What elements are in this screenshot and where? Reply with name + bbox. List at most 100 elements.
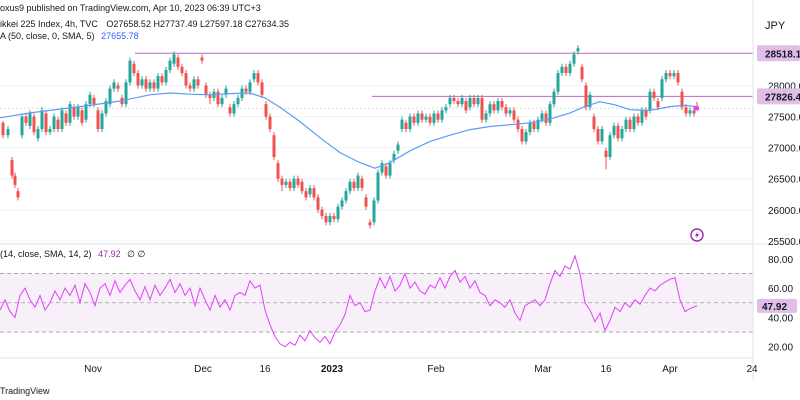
- candle-body: [56, 119, 60, 130]
- symbol-title: ikkei 225 Index, 4h, TVC: [0, 19, 98, 29]
- candle-body: [288, 181, 292, 189]
- price-tag-bg: [757, 45, 800, 62]
- price-tick-label: 26500.00: [768, 175, 800, 186]
- candle-body: [472, 97, 476, 105]
- candle-body: [156, 76, 160, 89]
- candle-body: [48, 129, 52, 133]
- symbol-legend[interactable]: ikkei 225 Index, 4h, TVC O27658.52 H2773…: [0, 19, 289, 29]
- ma-label: A (50, close, 0, SMA, 5): [0, 31, 95, 41]
- candle-body: [316, 197, 320, 210]
- candle-body: [568, 63, 572, 74]
- horizontal-levels: [0, 52, 753, 109]
- candle-body: [268, 116, 272, 130]
- candle-body: [52, 116, 56, 130]
- candle-body: [536, 119, 540, 130]
- tradingview-footer[interactable]: TradingView: [0, 386, 50, 396]
- candle-body: [444, 107, 448, 111]
- lightning-icon[interactable]: [690, 228, 704, 242]
- candle-body: [464, 101, 468, 111]
- candle-body: [496, 101, 500, 111]
- candle-body: [424, 116, 428, 120]
- candle-body: [256, 73, 260, 83]
- candle-body: [176, 57, 180, 67]
- candle-body: [348, 181, 352, 192]
- candle-body: [672, 73, 676, 77]
- candle-body: [184, 73, 188, 86]
- candle-body: [208, 94, 212, 98]
- candle-body: [388, 163, 392, 176]
- candle-body: [132, 63, 136, 74]
- candle-body: [680, 91, 684, 108]
- candle-body: [224, 88, 228, 95]
- time-tick-label: 24: [746, 364, 758, 375]
- rsi-tick-label: 40.00: [768, 313, 793, 324]
- candle-body: [264, 104, 268, 117]
- candle-body: [88, 94, 92, 105]
- candle-body: [656, 101, 660, 108]
- candle-body: [492, 104, 496, 111]
- candle-body: [632, 116, 636, 130]
- candle-body: [448, 97, 452, 105]
- candle-body: [248, 82, 252, 92]
- candle-body: [304, 191, 308, 198]
- candle-body: [612, 125, 616, 136]
- time-tick-label: Mar: [534, 364, 552, 375]
- candle-body: [540, 113, 544, 120]
- candle-body: [428, 116, 432, 123]
- rsi-band: [0, 273, 753, 333]
- price-tick-label: 27500.00: [768, 113, 800, 124]
- candle-body: [320, 209, 324, 217]
- candle-body: [468, 97, 472, 108]
- candle-body: [404, 122, 408, 130]
- price-axis[interactable]: 25500.00 26000.00 26500.00 27000.00 27500.00…: [768, 82, 800, 248]
- rsi-legend[interactable]: (14, close, SMA, 14, 2) 47.92 ∅ ∅: [0, 249, 145, 260]
- candle-body: [596, 129, 600, 142]
- time-tick-label: Dec: [194, 364, 212, 375]
- candle-body: [324, 216, 328, 223]
- candle-body: [460, 97, 464, 105]
- candle-body: [692, 110, 696, 114]
- candle-body: [668, 73, 672, 77]
- candle-body: [60, 110, 64, 130]
- candle-body: [196, 79, 200, 86]
- price-tag-label: 27826.4: [765, 92, 800, 103]
- candle-body: [636, 116, 640, 123]
- candle-body: [172, 54, 176, 64]
- candle-body: [500, 101, 504, 108]
- candle-body: [396, 144, 400, 151]
- current-price-marker: [694, 106, 699, 111]
- candle-body: [252, 73, 256, 80]
- candle-body: [44, 113, 48, 133]
- rsi-axis[interactable]: 20.00 40.00 60.00 80.00 47.92: [757, 255, 797, 354]
- candle-body: [408, 116, 412, 130]
- candle-body: [16, 191, 20, 198]
- time-axis[interactable]: Nov Dec 16 2023 Feb Mar 16 Apr 24: [84, 364, 758, 375]
- candle-body: [36, 129, 40, 139]
- time-tick-label: Nov: [84, 364, 102, 375]
- candle-body: [584, 85, 588, 108]
- candle-body: [456, 101, 460, 105]
- candle-body: [168, 60, 172, 70]
- time-tick-label: 16: [600, 364, 612, 375]
- candle-body: [512, 110, 516, 120]
- candle-body: [508, 110, 512, 114]
- candle-body: [488, 104, 492, 114]
- candle-body: [100, 113, 104, 130]
- candle-body: [308, 188, 312, 195]
- candle-body: [216, 91, 220, 105]
- ma-legend[interactable]: A (50, close, 0, SMA, 5) 27655.78: [0, 31, 139, 41]
- candle-body: [484, 113, 488, 120]
- candle-body: [140, 79, 144, 86]
- candle-body: [64, 113, 68, 123]
- candle-body: [380, 163, 384, 173]
- candle-body: [124, 82, 128, 105]
- candle-body: [644, 110, 648, 117]
- candle-body: [616, 125, 620, 139]
- time-tick-label: Feb: [427, 364, 445, 375]
- currency-label: JPY: [765, 20, 786, 32]
- candlestick-series: [1, 45, 699, 229]
- candle-body: [272, 135, 276, 157]
- candle-body: [284, 181, 288, 185]
- candle-body: [104, 101, 108, 114]
